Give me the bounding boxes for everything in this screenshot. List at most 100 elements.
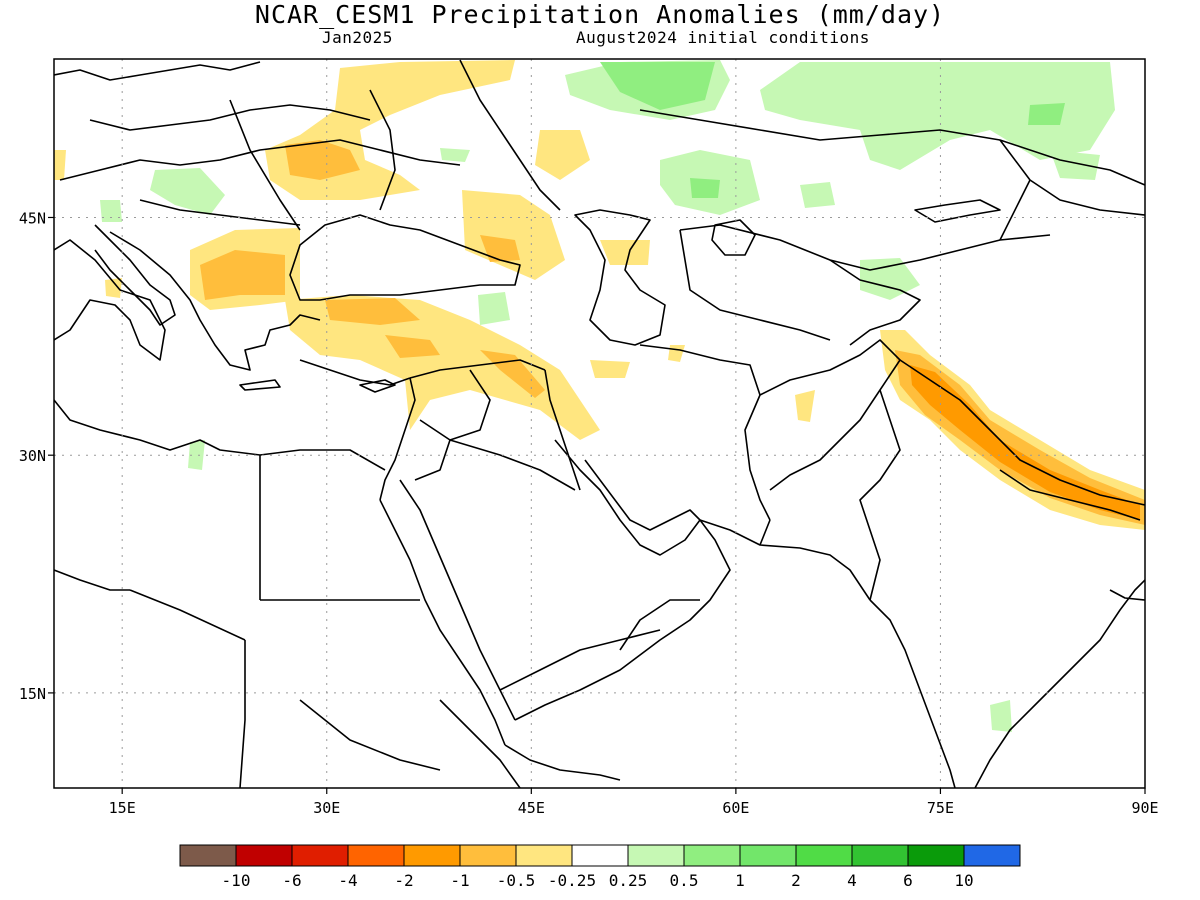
dry-anomaly-anatolia-core [385,335,440,358]
colorbar-label: -2 [394,871,413,890]
colorbar-swatch [739,844,797,867]
initial-conditions: August2024 initial conditions [576,28,870,47]
dry-anomaly-caucasus [462,190,565,280]
wet-anomaly-siberia [760,62,1115,170]
border-russia-west [459,59,561,211]
colorbar-swatch [515,844,573,867]
colorbar-label: 6 [903,871,913,890]
border-kazakh-north [639,109,1145,186]
colorbar-label: -4 [338,871,357,890]
wet-anomaly-kazakh-east [800,182,835,208]
coastline-levant [379,377,416,501]
coastline-india-east [974,579,1145,788]
dry-anomaly-left-edge [54,150,66,180]
dry-anomaly-balkans-core [200,250,285,300]
lon-tick-label: 45E [518,799,545,817]
colorbar-label: -6 [282,871,301,890]
dry-anomaly-turkey [285,295,600,440]
wet-anomaly-baltic [440,148,470,162]
wet-anomaly-libya [188,440,205,470]
coastline-caspian [574,209,666,346]
dry-anomaly-iran-spot [668,345,685,362]
anomaly-shading [54,60,1145,732]
colorbar-label: 0.5 [670,871,699,890]
colorbar-label: -0.25 [548,871,596,890]
latitude-axis: 45N 30N 15N [19,209,54,703]
border-turkey-syria [409,359,546,379]
border-nepal [999,469,1141,521]
dry-anomaly-iran-small [590,360,630,378]
wet-anomaly-anatolia-east [478,292,510,325]
wet-anomaly-siberia-core [1028,103,1065,125]
border-sudan-south [299,699,441,771]
border-oman [619,599,700,651]
border-iran-turkmen [639,344,761,396]
border-iran-afghan [744,394,771,521]
border-ethiopia [439,699,521,788]
colorbar-label: 2 [791,871,801,890]
colorbar-swatch [347,844,405,867]
wet-anomaly-italy [100,200,122,222]
coastline-black-sea [289,214,521,301]
forecast-month: Jan2025 [322,28,393,47]
coastline-balkans [109,231,321,371]
coastline-iran-south [699,519,871,601]
border-iraq-saudi [449,439,576,491]
lat-tick-label: 30N [19,447,46,465]
colorbar-swatch [235,844,293,867]
colorbar-swatch [851,844,909,867]
coastline-north-africa [54,399,386,471]
coastline-arabia-south [514,519,731,721]
colorbar-label: -10 [222,871,251,890]
coastline-balkhash [914,199,1001,223]
dry-anomaly-caucasus-core [480,235,520,262]
border-iraq-iran [544,369,581,491]
wet-anomaly-hungary [150,168,225,215]
border-jordan [414,419,451,481]
dry-anomaly-ukraine [285,140,360,180]
wet-anomaly-russia-north-core [600,62,715,110]
dry-anomaly-iraq-core [480,350,545,398]
coastline-aral [711,219,756,256]
border-libya-chad [129,589,246,641]
border-europe-1 [59,139,461,181]
border-uzbek [679,229,831,341]
wet-anomaly-altai [1050,150,1100,180]
border-europe-5 [369,89,396,211]
dry-anomaly-caspian [600,240,650,265]
map-frame [53,58,1146,789]
border-kazakh-south [679,224,1051,271]
colorbar: -10 -6 -4 -2 -1 -0.5 -0.25 0.25 0.5 1 2 4 6 10 [179,844,1021,890]
lon-tick-label: 60E [722,799,749,817]
dry-anomaly-afghan-spot [795,390,815,422]
coastline-red-sea-west [379,499,506,746]
coastline-persian-gulf [554,439,701,556]
longitude-axis: 15E 30E 45E 60E 75E 90E [109,788,1159,817]
border-mongolia [999,139,1145,216]
border-india-china [899,359,1145,506]
colorbar-label: 4 [847,871,857,890]
colorbar-swatch [571,844,629,867]
lon-tick-label: 30E [313,799,340,817]
colorbar-label: 0.25 [609,871,648,890]
wet-anomaly-kazakh-core [690,178,720,198]
wet-anomaly-tianshan [860,258,920,300]
coastline-bay-of-bengal [1109,589,1145,601]
coastline-baltic [54,61,261,81]
border-libya-algeria [54,569,130,591]
lon-tick-label: 90E [1131,799,1158,817]
border-europe-4 [229,99,301,231]
colorbar-label: -1 [450,871,469,890]
map-title: NCAR_CESM1 Precipitation Anomalies (mm/d… [254,0,946,29]
lat-tick-label: 15N [19,685,46,703]
coastline-red-sea-east [399,479,516,721]
colorbar-swatch [627,844,685,867]
border-afghan-pakistan [759,339,901,491]
dry-anomaly-turkey-core [325,298,420,325]
gridlines [54,59,1145,788]
border-chad-sudan [239,640,246,788]
border-iran-pakistan [759,519,771,546]
colorbar-swatch [963,844,1021,867]
coastlines-and-borders [54,59,1145,788]
